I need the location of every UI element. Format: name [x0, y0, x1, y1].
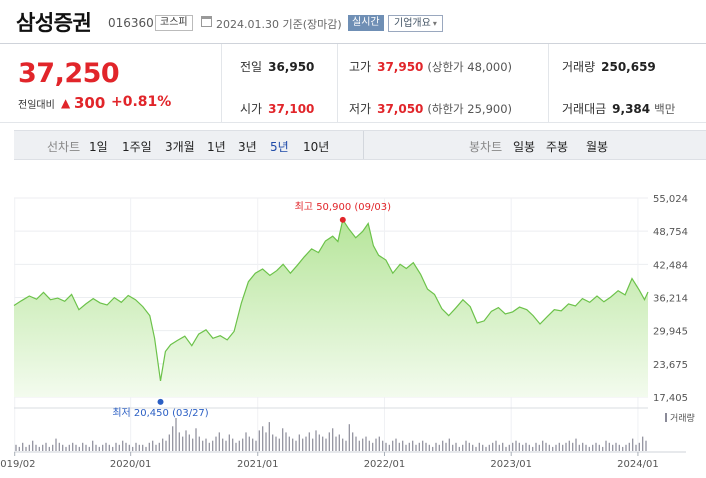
up-arrow-icon: ▲: [61, 96, 71, 110]
y-tick-label: 48,754: [653, 227, 688, 238]
trade-volume: 거래량 250,659: [562, 58, 656, 75]
period-10y[interactable]: 10년: [303, 140, 330, 154]
x-tick-label: 2020/01: [110, 459, 152, 470]
period-1y[interactable]: 1년: [207, 140, 226, 154]
amount-value: 9,384: [612, 102, 651, 116]
amount-label: 거래대금: [562, 102, 607, 116]
high-marker: [339, 216, 346, 223]
reference-date: 2024.01.30 기준(장마감): [216, 18, 342, 31]
amount-unit: 백만: [654, 102, 676, 116]
price-line: [13, 218, 649, 381]
y-tick-label: 23,675: [653, 360, 688, 371]
stock-name: 삼성증권: [16, 11, 92, 35]
quote-summary: 37,250 전일대비 ▲ 300 +0.81% 전일 36,950 시가 37,1…: [0, 44, 706, 123]
x-tick-label: 2021/01: [237, 459, 279, 470]
low-marker: [157, 398, 164, 405]
volume-value: 250,659: [601, 60, 656, 74]
period-3m[interactable]: 3개월: [165, 140, 195, 154]
x-tick-label: 2019/02: [0, 459, 35, 470]
volume-legend-swatch: [665, 413, 667, 422]
divider: [337, 44, 338, 123]
divider: [363, 131, 364, 159]
current-price-panel: 37,250 전일대비 ▲ 300 +0.81%: [0, 44, 222, 123]
y-tick-label: 42,484: [653, 260, 688, 271]
x-tick-label: 2024/01: [617, 459, 659, 470]
x-tick-label: 2022/01: [364, 459, 406, 470]
candle-chart-title: 봉차트: [469, 140, 503, 154]
period-selector: 선차트 1일 1주일 3개월 1년 3년 5년 10년 봉차트 일봉 주봉 월봉: [14, 130, 706, 160]
stock-code: 016360: [108, 16, 154, 30]
prev-close: 전일 36,950: [240, 58, 314, 75]
high-label: 고가: [349, 60, 372, 74]
current-price: 37,250: [18, 58, 120, 89]
low-annotation: 최저 20,450 (03/27): [112, 407, 208, 419]
low-value: 37,050: [377, 102, 424, 116]
price-area: [14, 219, 648, 397]
market-badge: 코스피: [155, 15, 193, 31]
period-3y[interactable]: 3년: [238, 140, 257, 154]
low-price: 저가 37,050 (하한가 25,900): [349, 100, 512, 117]
change-label: 전일대비: [18, 100, 55, 111]
line-chart-title: 선차트: [47, 140, 81, 154]
price-change: 300: [74, 94, 106, 112]
stock-header: 삼성증권 016360 코스피 2024.01.30 기준(장마감) 실시간 기…: [0, 0, 706, 44]
upper-limit: (상한가 48,000): [427, 60, 513, 74]
period-1d[interactable]: 1일: [89, 140, 108, 154]
prev-close-value: 36,950: [268, 60, 315, 74]
period-5y[interactable]: 5년: [270, 140, 289, 154]
trade-amount: 거래대금 9,384 백만: [562, 100, 675, 117]
price-change-percent: +0.81%: [111, 94, 172, 110]
open-label: 시가: [240, 102, 263, 116]
open-value: 37,100: [268, 102, 315, 116]
y-tick-label: 36,214: [653, 294, 688, 305]
period-1w[interactable]: 1주일: [122, 140, 152, 154]
candle-monthly[interactable]: 월봉: [586, 140, 609, 154]
company-overview-button[interactable]: 기업개요 ▾: [388, 15, 443, 32]
candle-daily[interactable]: 일봉: [513, 140, 536, 154]
calendar-icon: [201, 16, 212, 27]
volume-legend-label: 거래량: [670, 412, 695, 424]
y-tick-label: 17,405: [653, 393, 688, 404]
y-tick-label: 29,945: [653, 327, 688, 338]
prev-close-label: 전일: [240, 60, 263, 74]
high-annotation: 최고 50,900 (09/03): [295, 201, 391, 213]
x-tick-label: 2023/01: [490, 459, 532, 470]
divider: [548, 44, 549, 123]
realtime-button[interactable]: 실시간: [348, 15, 384, 31]
low-label: 저가: [349, 102, 372, 116]
lower-limit: (하한가 25,900): [427, 102, 513, 116]
candle-weekly[interactable]: 주봉: [546, 140, 569, 154]
high-price: 고가 37,950 (상한가 48,000): [349, 58, 512, 75]
company-overview-label: 기업개요: [394, 18, 431, 29]
y-tick-label: 55,024: [653, 194, 688, 205]
volume-label: 거래량: [562, 60, 596, 74]
open-price: 시가 37,100: [240, 100, 314, 117]
high-value: 37,950: [377, 60, 424, 74]
chevron-down-icon: ▾: [432, 19, 437, 28]
